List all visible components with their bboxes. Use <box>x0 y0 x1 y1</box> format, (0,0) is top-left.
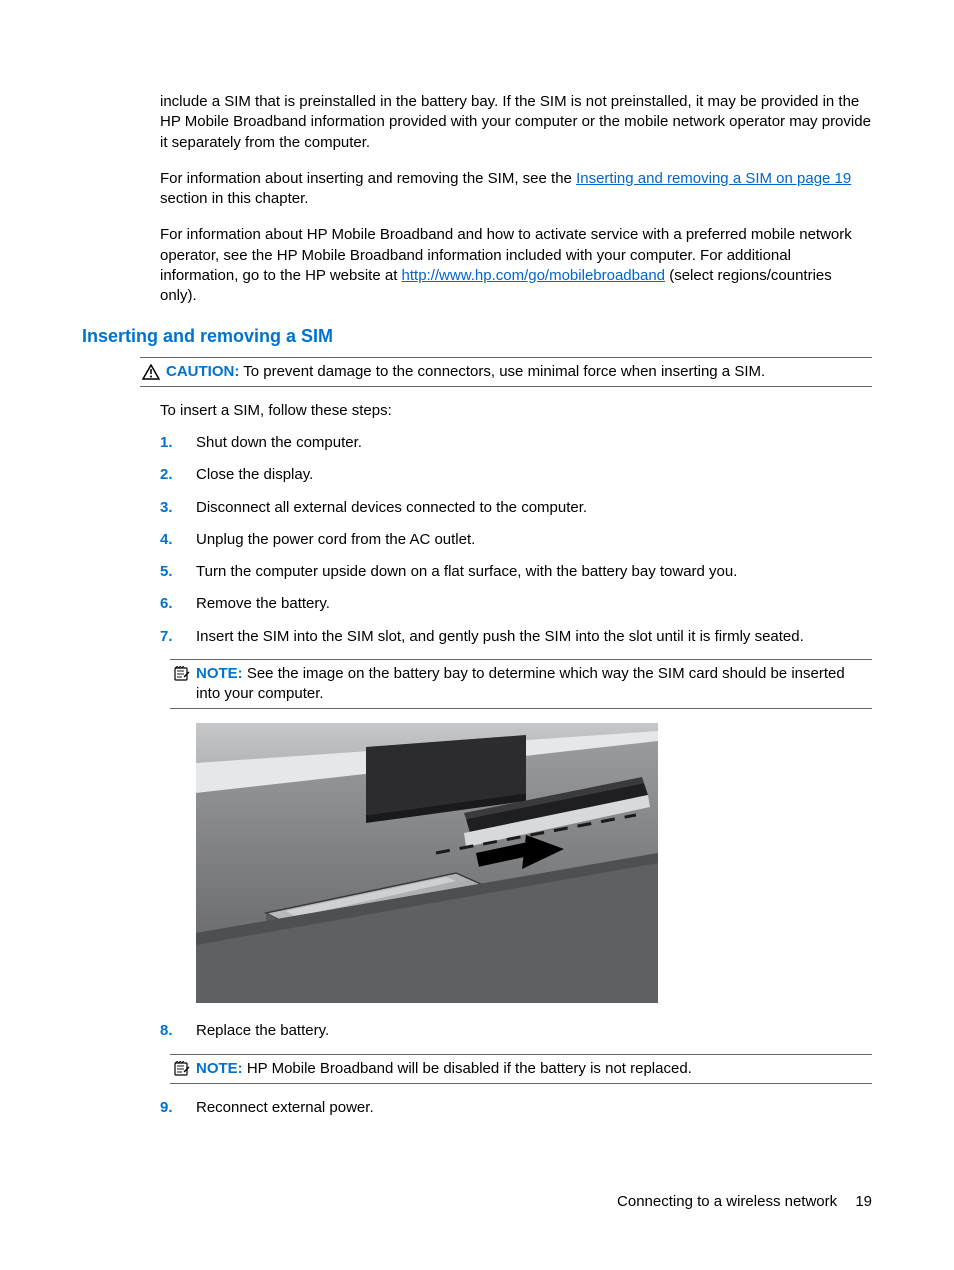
step-number: 1. <box>160 433 196 453</box>
step-number: 3. <box>160 498 196 518</box>
intro-paragraph-1: include a SIM that is preinstalled in th… <box>160 92 872 153</box>
step-number: 7. <box>160 627 196 647</box>
step-text: Unplug the power cord from the AC outlet… <box>196 530 872 550</box>
note-text: HP Mobile Broadband will be disabled if … <box>243 1060 692 1077</box>
text-run: For information about inserting and remo… <box>160 170 576 187</box>
step-text: Insert the SIM into the SIM slot, and ge… <box>196 627 872 647</box>
step-number: 5. <box>160 562 196 582</box>
note-box-2: NOTE: HP Mobile Broadband will be disabl… <box>170 1054 872 1084</box>
page-footer: Connecting to a wireless network 19 <box>617 1192 872 1212</box>
footer-section-title: Connecting to a wireless network <box>617 1193 837 1210</box>
step-number: 9. <box>160 1098 196 1118</box>
step-item: 4.Unplug the power cord from the AC outl… <box>160 530 872 550</box>
step-text: Replace the battery. <box>196 1021 872 1041</box>
step-text: Reconnect external power. <box>196 1098 872 1118</box>
step-item: 1.Shut down the computer. <box>160 433 872 453</box>
step-item: 7.Insert the SIM into the SIM slot, and … <box>160 627 872 647</box>
caution-box: CAUTION: To prevent damage to the connec… <box>140 357 872 387</box>
note-text: See the image on the battery bay to dete… <box>196 665 845 702</box>
step-number: 4. <box>160 530 196 550</box>
caution-label: CAUTION: <box>166 363 239 380</box>
caution-text: To prevent damage to the connectors, use… <box>239 363 765 380</box>
note-label: NOTE: <box>196 1060 243 1077</box>
steps-intro: To insert a SIM, follow these steps: <box>160 401 872 421</box>
link-inserting-removing-sim[interactable]: Inserting and removing a SIM on page 19 <box>576 170 851 187</box>
heading-inserting-removing-sim: Inserting and removing a SIM <box>82 324 872 348</box>
step-text: Disconnect all external devices connecte… <box>196 498 872 518</box>
intro-paragraph-3: For information about HP Mobile Broadban… <box>160 225 872 306</box>
step-number: 6. <box>160 594 196 614</box>
note-box-1: NOTE: See the image on the battery bay t… <box>170 659 872 710</box>
text-run: section in this chapter. <box>160 190 308 207</box>
figure-sim-insert <box>196 723 872 1003</box>
step-item: 8.Replace the battery. <box>160 1021 872 1041</box>
note-label: NOTE: <box>196 665 243 682</box>
footer-page-number: 19 <box>855 1193 872 1210</box>
step-text: Remove the battery. <box>196 594 872 614</box>
steps-list-cont2: 9.Reconnect external power. <box>160 1098 872 1118</box>
link-hp-mobilebroadband[interactable]: http://www.hp.com/go/mobilebroadband <box>402 267 666 284</box>
step-text: Close the display. <box>196 465 872 485</box>
note-icon <box>170 664 192 682</box>
steps-list: 1.Shut down the computer. 2.Close the di… <box>160 433 872 647</box>
step-item: 5.Turn the computer upside down on a fla… <box>160 562 872 582</box>
step-number: 8. <box>160 1021 196 1041</box>
step-number: 2. <box>160 465 196 485</box>
intro-paragraph-2: For information about inserting and remo… <box>160 169 872 210</box>
step-text: Shut down the computer. <box>196 433 872 453</box>
step-item: 3.Disconnect all external devices connec… <box>160 498 872 518</box>
steps-list-cont: 8.Replace the battery. <box>160 1021 872 1041</box>
step-item: 6.Remove the battery. <box>160 594 872 614</box>
step-item: 9.Reconnect external power. <box>160 1098 872 1118</box>
caution-icon <box>140 362 162 380</box>
step-item: 2.Close the display. <box>160 465 872 485</box>
note-icon <box>170 1059 192 1077</box>
step-text: Turn the computer upside down on a flat … <box>196 562 872 582</box>
